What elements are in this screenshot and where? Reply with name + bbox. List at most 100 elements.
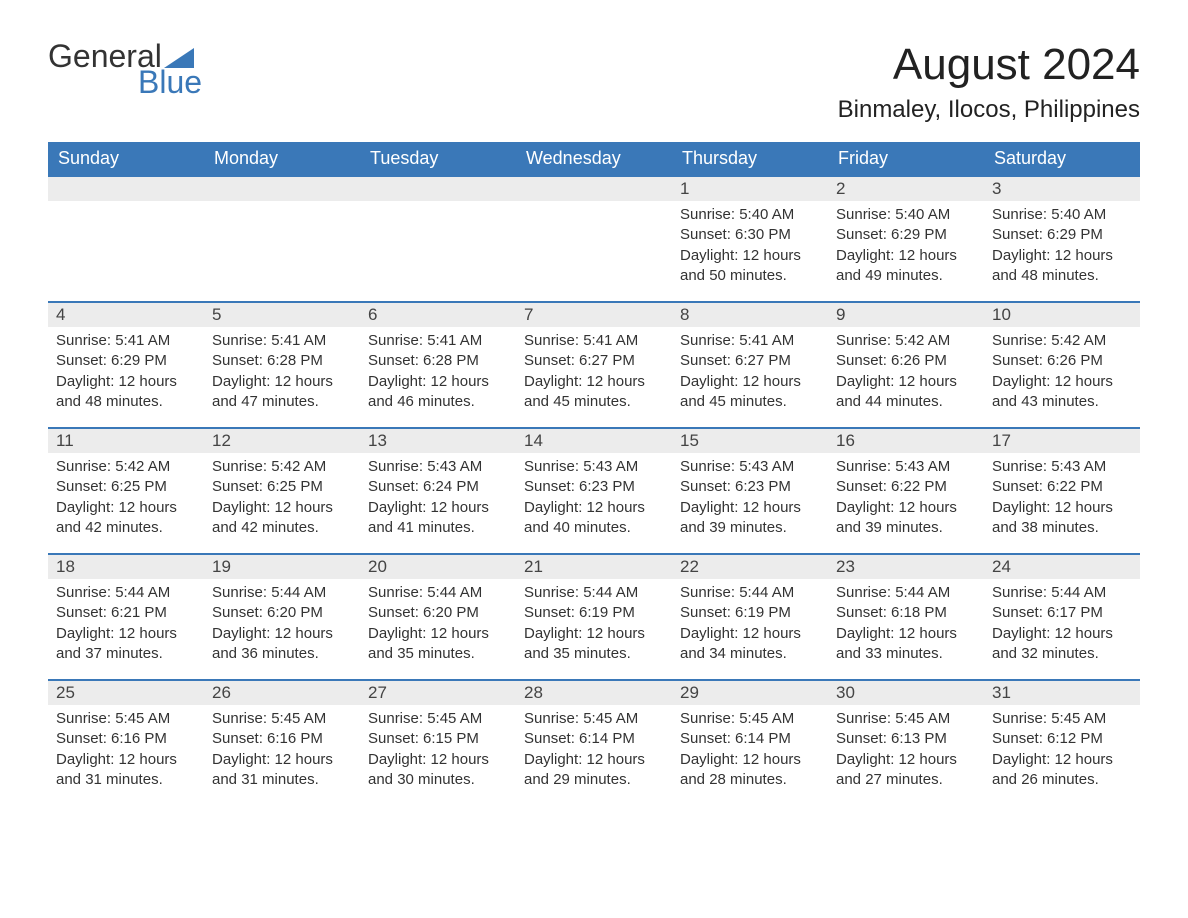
sunset-line: Sunset: 6:16 PM: [56, 729, 196, 749]
sunrise-line: Sunrise: 5:41 AM: [524, 331, 664, 351]
day-body: Sunrise: 5:45 AMSunset: 6:15 PMDaylight:…: [360, 705, 516, 796]
sunrise-line: Sunrise: 5:44 AM: [524, 583, 664, 603]
day-number: 7: [516, 303, 672, 327]
sunrise-line: Sunrise: 5:40 AM: [680, 205, 820, 225]
daylight-line: Daylight: 12 hours and 27 minutes.: [836, 750, 976, 791]
location: Binmaley, Ilocos, Philippines: [838, 96, 1140, 124]
sunrise-line: Sunrise: 5:45 AM: [524, 709, 664, 729]
day-body: Sunrise: 5:45 AMSunset: 6:14 PMDaylight:…: [672, 705, 828, 796]
day-number: 30: [828, 681, 984, 705]
sunset-line: Sunset: 6:29 PM: [836, 225, 976, 245]
calendar-cell: 5Sunrise: 5:41 AMSunset: 6:28 PMDaylight…: [204, 302, 360, 428]
daybody-empty: [360, 201, 516, 281]
daybody-empty: [48, 201, 204, 281]
day-number: 29: [672, 681, 828, 705]
sunrise-line: Sunrise: 5:41 AM: [212, 331, 352, 351]
sunset-line: Sunset: 6:22 PM: [992, 477, 1132, 497]
calendar-cell: 20Sunrise: 5:44 AMSunset: 6:20 PMDayligh…: [360, 554, 516, 680]
day-body: Sunrise: 5:45 AMSunset: 6:14 PMDaylight:…: [516, 705, 672, 796]
day-body: Sunrise: 5:41 AMSunset: 6:28 PMDaylight:…: [360, 327, 516, 418]
sunset-line: Sunset: 6:24 PM: [368, 477, 508, 497]
day-body: Sunrise: 5:44 AMSunset: 6:19 PMDaylight:…: [516, 579, 672, 670]
sunset-line: Sunset: 6:29 PM: [992, 225, 1132, 245]
day-number: 25: [48, 681, 204, 705]
calendar-cell: 19Sunrise: 5:44 AMSunset: 6:20 PMDayligh…: [204, 554, 360, 680]
sunset-line: Sunset: 6:16 PM: [212, 729, 352, 749]
sunrise-line: Sunrise: 5:42 AM: [56, 457, 196, 477]
daylight-line: Daylight: 12 hours and 33 minutes.: [836, 624, 976, 665]
day-number: 24: [984, 555, 1140, 579]
daylight-line: Daylight: 12 hours and 39 minutes.: [680, 498, 820, 539]
month-title: August 2024: [838, 40, 1140, 90]
day-body: Sunrise: 5:41 AMSunset: 6:27 PMDaylight:…: [516, 327, 672, 418]
sunset-line: Sunset: 6:20 PM: [368, 603, 508, 623]
sunrise-line: Sunrise: 5:42 AM: [992, 331, 1132, 351]
calendar-cell: 22Sunrise: 5:44 AMSunset: 6:19 PMDayligh…: [672, 554, 828, 680]
calendar-cell: 24Sunrise: 5:44 AMSunset: 6:17 PMDayligh…: [984, 554, 1140, 680]
daylight-line: Daylight: 12 hours and 31 minutes.: [212, 750, 352, 791]
day-number: 3: [984, 177, 1140, 201]
daylight-line: Daylight: 12 hours and 40 minutes.: [524, 498, 664, 539]
sunset-line: Sunset: 6:14 PM: [524, 729, 664, 749]
daylight-line: Daylight: 12 hours and 38 minutes.: [992, 498, 1132, 539]
daynum-empty: [204, 177, 360, 201]
calendar-day-header: Sunday: [48, 142, 204, 176]
day-number: 22: [672, 555, 828, 579]
sunrise-line: Sunrise: 5:44 AM: [56, 583, 196, 603]
day-body: Sunrise: 5:43 AMSunset: 6:23 PMDaylight:…: [672, 453, 828, 544]
daylight-line: Daylight: 12 hours and 31 minutes.: [56, 750, 196, 791]
sunrise-line: Sunrise: 5:43 AM: [680, 457, 820, 477]
day-number: 31: [984, 681, 1140, 705]
daylight-line: Daylight: 12 hours and 35 minutes.: [524, 624, 664, 665]
day-number: 10: [984, 303, 1140, 327]
sunset-line: Sunset: 6:26 PM: [836, 351, 976, 371]
calendar-cell: 13Sunrise: 5:43 AMSunset: 6:24 PMDayligh…: [360, 428, 516, 554]
daylight-line: Daylight: 12 hours and 28 minutes.: [680, 750, 820, 791]
day-body: Sunrise: 5:45 AMSunset: 6:12 PMDaylight:…: [984, 705, 1140, 796]
day-body: Sunrise: 5:42 AMSunset: 6:26 PMDaylight:…: [828, 327, 984, 418]
calendar-cell: 27Sunrise: 5:45 AMSunset: 6:15 PMDayligh…: [360, 680, 516, 806]
calendar-cell: 21Sunrise: 5:44 AMSunset: 6:19 PMDayligh…: [516, 554, 672, 680]
day-number: 23: [828, 555, 984, 579]
day-number: 2: [828, 177, 984, 201]
day-body: Sunrise: 5:44 AMSunset: 6:17 PMDaylight:…: [984, 579, 1140, 670]
calendar-cell: 14Sunrise: 5:43 AMSunset: 6:23 PMDayligh…: [516, 428, 672, 554]
day-body: Sunrise: 5:44 AMSunset: 6:19 PMDaylight:…: [672, 579, 828, 670]
sunrise-line: Sunrise: 5:40 AM: [836, 205, 976, 225]
sunset-line: Sunset: 6:25 PM: [212, 477, 352, 497]
day-body: Sunrise: 5:44 AMSunset: 6:20 PMDaylight:…: [360, 579, 516, 670]
sunrise-line: Sunrise: 5:43 AM: [524, 457, 664, 477]
day-body: Sunrise: 5:45 AMSunset: 6:16 PMDaylight:…: [204, 705, 360, 796]
sunset-line: Sunset: 6:28 PM: [212, 351, 352, 371]
day-body: Sunrise: 5:43 AMSunset: 6:22 PMDaylight:…: [828, 453, 984, 544]
daylight-line: Daylight: 12 hours and 34 minutes.: [680, 624, 820, 665]
sunset-line: Sunset: 6:27 PM: [524, 351, 664, 371]
daylight-line: Daylight: 12 hours and 32 minutes.: [992, 624, 1132, 665]
sunset-line: Sunset: 6:19 PM: [680, 603, 820, 623]
calendar-cell: 29Sunrise: 5:45 AMSunset: 6:14 PMDayligh…: [672, 680, 828, 806]
daybody-empty: [204, 201, 360, 281]
sunrise-line: Sunrise: 5:45 AM: [56, 709, 196, 729]
calendar-day-header: Wednesday: [516, 142, 672, 176]
daylight-line: Daylight: 12 hours and 36 minutes.: [212, 624, 352, 665]
day-body: Sunrise: 5:44 AMSunset: 6:21 PMDaylight:…: [48, 579, 204, 670]
sunset-line: Sunset: 6:19 PM: [524, 603, 664, 623]
daylight-line: Daylight: 12 hours and 50 minutes.: [680, 246, 820, 287]
calendar-cell: 11Sunrise: 5:42 AMSunset: 6:25 PMDayligh…: [48, 428, 204, 554]
calendar-cell: 26Sunrise: 5:45 AMSunset: 6:16 PMDayligh…: [204, 680, 360, 806]
sunset-line: Sunset: 6:30 PM: [680, 225, 820, 245]
day-number: 13: [360, 429, 516, 453]
calendar-day-header: Monday: [204, 142, 360, 176]
day-number: 21: [516, 555, 672, 579]
day-body: Sunrise: 5:40 AMSunset: 6:30 PMDaylight:…: [672, 201, 828, 292]
daylight-line: Daylight: 12 hours and 30 minutes.: [368, 750, 508, 791]
day-body: Sunrise: 5:40 AMSunset: 6:29 PMDaylight:…: [828, 201, 984, 292]
sunrise-line: Sunrise: 5:45 AM: [992, 709, 1132, 729]
logo: General Blue: [48, 40, 202, 98]
sunrise-line: Sunrise: 5:41 AM: [56, 331, 196, 351]
calendar-cell: [48, 176, 204, 302]
sunrise-line: Sunrise: 5:42 AM: [212, 457, 352, 477]
calendar-cell: 7Sunrise: 5:41 AMSunset: 6:27 PMDaylight…: [516, 302, 672, 428]
calendar-day-header: Tuesday: [360, 142, 516, 176]
day-number: 8: [672, 303, 828, 327]
